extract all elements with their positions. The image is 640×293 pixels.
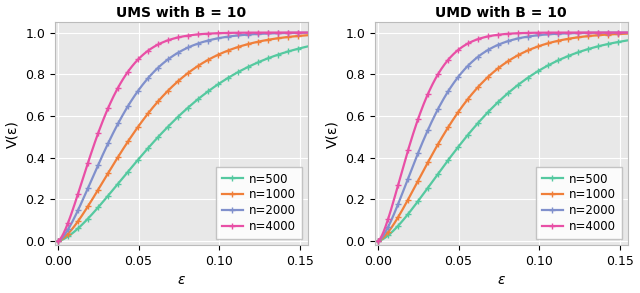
n=1000 (259, 39, 266, 42)
n=2000 (494, 43, 502, 47)
n=500 (624, 39, 632, 42)
n=2000 (624, 31, 632, 34)
n=4000 (203, 32, 211, 35)
n=500 (493, 102, 500, 105)
Line: n=1000: n=1000 (55, 33, 310, 244)
Line: n=500: n=500 (55, 44, 310, 244)
n=1000 (174, 79, 182, 83)
n=1000 (579, 35, 586, 38)
n=2000 (203, 39, 211, 43)
n=4000 (173, 36, 180, 40)
n=500 (304, 45, 312, 48)
Line: n=2000: n=2000 (55, 30, 310, 244)
Legend: n=500, n=1000, n=2000, n=4000: n=500, n=1000, n=2000, n=4000 (216, 167, 302, 239)
Line: n=4000: n=4000 (375, 30, 630, 244)
n=1000 (624, 32, 632, 35)
n=4000 (259, 31, 266, 34)
n=2000 (298, 31, 305, 35)
n=1000 (494, 67, 502, 70)
n=2000 (173, 52, 180, 55)
n=2000 (54, 239, 62, 243)
n=500 (523, 77, 531, 80)
n=1000 (203, 59, 211, 62)
n=500 (173, 116, 180, 120)
n=500 (203, 91, 211, 94)
n=500 (509, 87, 517, 91)
n=4000 (494, 33, 502, 37)
n=2000 (509, 38, 517, 41)
Y-axis label: V(ε): V(ε) (6, 120, 20, 148)
n=4000 (523, 31, 531, 35)
n=500 (579, 49, 586, 52)
n=2000 (579, 31, 586, 35)
n=1000 (54, 239, 62, 243)
n=1000 (298, 34, 305, 38)
Title: UMD with B = 10: UMD with B = 10 (435, 6, 567, 20)
Line: n=4000: n=4000 (55, 30, 310, 244)
Title: UMS with B = 10: UMS with B = 10 (116, 6, 246, 20)
n=4000 (579, 31, 586, 34)
Line: n=1000: n=1000 (375, 31, 630, 244)
n=4000 (618, 31, 625, 34)
n=4000 (189, 33, 197, 37)
n=4000 (174, 36, 182, 39)
n=4000 (304, 31, 312, 34)
X-axis label: ε: ε (177, 273, 185, 287)
n=2000 (259, 32, 266, 35)
n=1000 (618, 32, 625, 35)
n=4000 (509, 32, 517, 35)
n=1000 (509, 56, 517, 60)
n=2000 (189, 44, 197, 47)
n=4000 (298, 31, 305, 34)
n=500 (259, 59, 266, 62)
n=2000 (618, 31, 625, 34)
n=1000 (189, 67, 197, 71)
n=500 (54, 239, 62, 243)
n=500 (374, 239, 382, 243)
n=4000 (493, 33, 500, 37)
n=1000 (523, 49, 531, 53)
n=1000 (493, 68, 500, 71)
n=500 (174, 115, 182, 118)
n=1000 (374, 239, 382, 243)
n=500 (494, 100, 502, 104)
Line: n=2000: n=2000 (375, 30, 630, 244)
Y-axis label: V(ε): V(ε) (326, 120, 340, 148)
n=2000 (174, 51, 182, 54)
n=2000 (523, 35, 531, 39)
n=500 (298, 46, 305, 50)
n=4000 (624, 31, 632, 34)
n=4000 (374, 239, 382, 243)
n=2000 (374, 239, 382, 243)
Line: n=500: n=500 (375, 38, 630, 244)
n=500 (189, 101, 197, 105)
n=1000 (173, 81, 180, 84)
n=4000 (54, 239, 62, 243)
n=2000 (304, 31, 312, 35)
n=500 (618, 40, 625, 43)
Legend: n=500, n=1000, n=2000, n=4000: n=500, n=1000, n=2000, n=4000 (536, 167, 622, 239)
X-axis label: ε: ε (497, 273, 505, 287)
n=2000 (493, 44, 500, 47)
n=1000 (304, 33, 312, 37)
